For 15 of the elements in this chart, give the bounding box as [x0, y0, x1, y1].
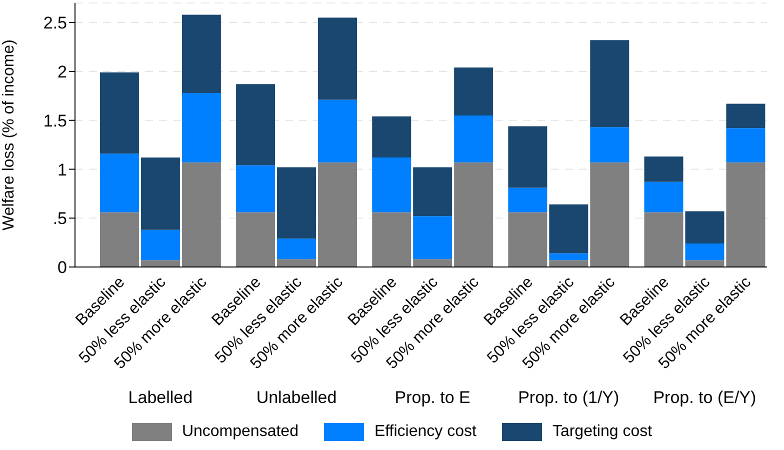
text: Prop. to (E/Y) — [653, 388, 756, 407]
text: Prop. to (1/Y) — [518, 388, 620, 407]
y-axis-title: Welfare loss (% of income) — [0, 40, 18, 230]
text: Labelled — [128, 388, 193, 407]
y-tick-label: 1 — [58, 160, 67, 180]
y-tick-label: 2 — [58, 62, 67, 82]
legend-label: Targeting cost — [552, 423, 652, 441]
legend-label: Efficiency cost — [374, 423, 476, 441]
legend-label: Uncompensated — [182, 423, 298, 441]
text: Prop. to E — [394, 388, 470, 407]
text: Unlabelled — [256, 388, 337, 407]
y-tick-label: .5 — [52, 209, 67, 228]
y-tick-label: 0 — [58, 258, 67, 278]
y-tick-label: 1.5 — [43, 111, 67, 130]
y-tick-label: 2.5 — [43, 14, 67, 33]
